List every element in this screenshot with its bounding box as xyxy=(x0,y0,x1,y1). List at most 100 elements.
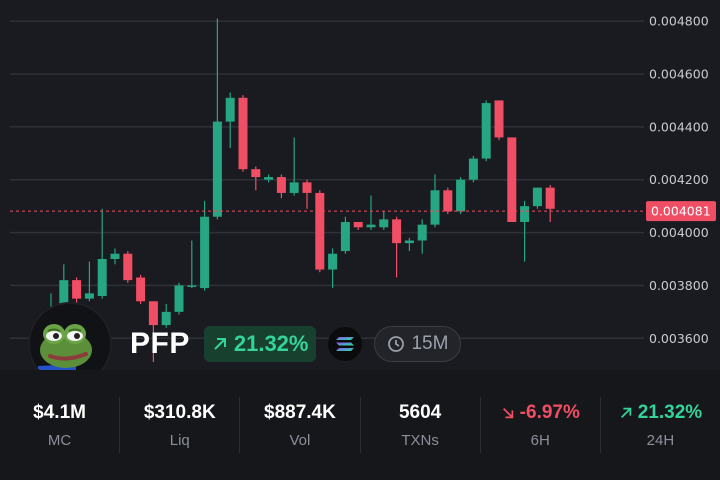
token-symbol: PFP xyxy=(130,327,190,360)
candle xyxy=(468,155,478,183)
candle-body xyxy=(328,253,338,270)
stat-label: Liq xyxy=(169,431,190,449)
stat-24h: 21.32% 24H xyxy=(601,397,720,453)
candle xyxy=(97,208,107,299)
y-tick-label: 0.004600 xyxy=(649,67,709,82)
stat-liq: $310.8K Liq xyxy=(120,397,241,453)
candle xyxy=(225,92,235,148)
arrow-down-right-icon xyxy=(502,407,513,418)
candle-body xyxy=(366,224,376,228)
stat-label: TXNs xyxy=(401,431,439,449)
candle xyxy=(532,187,542,209)
candle-body xyxy=(59,280,69,318)
stat-mc: $4.1M MC xyxy=(0,397,121,453)
candle xyxy=(187,240,197,289)
y-tick-label: 0.004400 xyxy=(649,119,709,134)
y-tick-label: 0.003600 xyxy=(649,331,709,346)
candle-body xyxy=(456,179,466,212)
stat-label: 24H xyxy=(646,431,675,449)
candle xyxy=(161,303,171,328)
candle-body xyxy=(545,187,555,209)
candle-body xyxy=(532,187,542,207)
price-change-value: 21.32% xyxy=(233,331,309,356)
candle xyxy=(379,211,389,230)
candle-body xyxy=(392,219,402,244)
candle-body xyxy=(200,216,210,289)
candle-body xyxy=(212,121,222,217)
candle-body xyxy=(251,169,261,178)
candle xyxy=(174,282,184,315)
arrow-up-right-icon xyxy=(620,407,631,418)
stat-label: MC xyxy=(47,431,72,449)
solana-icon xyxy=(328,327,363,361)
candle-body xyxy=(161,311,171,326)
interval-selector[interactable]: 15M xyxy=(374,326,462,362)
candle-body xyxy=(315,192,325,270)
candle xyxy=(264,174,274,183)
stat-label: Vol xyxy=(289,431,311,449)
candle xyxy=(315,190,325,273)
candle xyxy=(84,261,94,302)
candle-body xyxy=(187,285,197,287)
candle-body xyxy=(84,293,94,299)
y-tick-label: 0.004800 xyxy=(649,14,709,29)
y-tick-label: 0.004000 xyxy=(649,225,709,240)
arrow-up-right-icon xyxy=(214,338,226,350)
candle-body xyxy=(481,103,491,159)
chart-grid: 0.004800 0.004600 0.004400 0.004200 0.004000… xyxy=(10,14,709,346)
candle-body xyxy=(238,97,248,170)
stat-value: -6.97% xyxy=(519,401,580,423)
candle-body xyxy=(379,219,389,228)
candle-body xyxy=(430,190,440,225)
candle-body xyxy=(225,97,235,122)
current-price-tag xyxy=(646,201,716,222)
candle xyxy=(404,237,414,252)
candle-body xyxy=(123,253,133,281)
stat-txns: 5604 TXNs xyxy=(361,397,481,453)
candle xyxy=(545,185,555,222)
candle xyxy=(110,248,120,265)
stat-change-6h: -6.97% xyxy=(501,402,580,424)
candle-body xyxy=(353,222,363,228)
y-tick-label: 0.003800 xyxy=(649,278,709,293)
candle-body xyxy=(443,190,453,212)
candle xyxy=(200,200,210,291)
stat-value: $4.1M xyxy=(33,401,86,423)
stat-value: $310.8K xyxy=(143,401,216,423)
candle-body xyxy=(148,301,158,326)
candle xyxy=(238,95,248,172)
candle xyxy=(302,179,312,209)
candle xyxy=(366,195,376,230)
candle-body xyxy=(404,240,414,244)
candle-body xyxy=(340,222,350,252)
candle-body xyxy=(276,177,286,193)
candle xyxy=(507,137,517,222)
candle xyxy=(212,18,222,220)
candle-body xyxy=(264,177,274,180)
stat-change-24h: 21.32% xyxy=(619,402,702,424)
candle-body xyxy=(174,285,184,312)
candle xyxy=(456,177,466,215)
y-tick-label: 0.004200 xyxy=(649,172,709,187)
candle-body xyxy=(302,182,312,193)
stat-value: $887.4K xyxy=(264,401,336,423)
candle xyxy=(136,274,146,304)
stat-value: 21.32% xyxy=(637,401,703,423)
candle-body xyxy=(97,259,107,296)
candle xyxy=(340,216,350,254)
candle-body xyxy=(136,277,146,302)
candle xyxy=(251,166,261,191)
candle xyxy=(392,216,402,278)
stat-vol: $887.4K Vol xyxy=(240,397,361,453)
candle-body xyxy=(468,158,478,180)
candle xyxy=(481,100,491,162)
current-price-label: 0.004081 xyxy=(651,204,711,219)
candle xyxy=(443,187,453,215)
candle xyxy=(123,251,133,283)
stat-6h: -6.97% 6H xyxy=(481,397,601,453)
candle xyxy=(289,137,299,196)
candle-body xyxy=(110,253,120,259)
candle-body xyxy=(520,206,530,222)
candle-body xyxy=(289,182,299,193)
clock-icon xyxy=(388,336,405,352)
